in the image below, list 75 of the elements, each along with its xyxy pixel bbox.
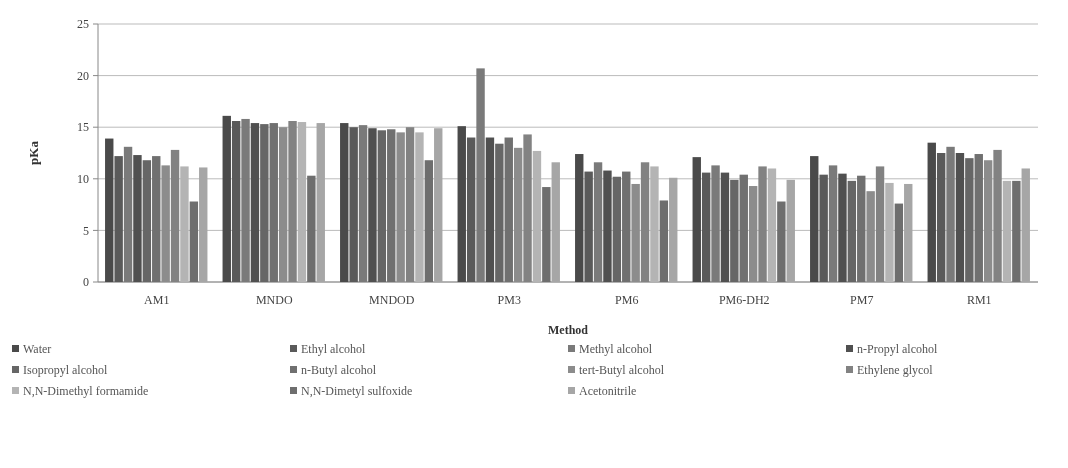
bar xyxy=(368,128,377,282)
bar xyxy=(936,153,946,282)
bar xyxy=(434,128,443,282)
x-tick-label: MNDOD xyxy=(369,293,415,307)
bar xyxy=(575,154,584,282)
bar xyxy=(946,146,955,282)
bar xyxy=(349,127,358,282)
bar xyxy=(819,174,828,282)
legend-label: n-Propyl alcohol xyxy=(857,342,938,356)
legend-label: n-Butyl alcohol xyxy=(301,363,377,377)
y-axis-title: pKa xyxy=(26,140,41,165)
x-tick-label: AM1 xyxy=(144,293,170,307)
legend-label: N,N-Dimethyl formamide xyxy=(23,384,149,398)
legend-label: Ethyl alcohol xyxy=(301,342,366,356)
bar xyxy=(786,179,795,282)
bar xyxy=(123,146,133,282)
bar xyxy=(777,201,786,282)
legend-label: Isopropyl alcohol xyxy=(23,363,108,377)
bar xyxy=(457,126,466,282)
bar xyxy=(711,165,720,282)
bar xyxy=(659,200,669,282)
bar xyxy=(316,123,325,282)
bar xyxy=(955,153,965,282)
bar xyxy=(476,68,485,282)
bar xyxy=(241,118,250,282)
bar xyxy=(133,155,142,282)
bar xyxy=(222,115,231,282)
bar xyxy=(551,162,560,282)
bar xyxy=(1021,168,1030,282)
bar xyxy=(424,160,434,282)
bar xyxy=(692,157,701,282)
bar xyxy=(250,123,260,282)
bar xyxy=(466,137,476,282)
bar xyxy=(189,201,199,282)
x-tick-label: MNDO xyxy=(255,293,293,307)
y-tick-label: 15 xyxy=(77,120,89,135)
bar xyxy=(114,156,123,282)
legend-label: tert-Butyl alcohol xyxy=(579,363,665,377)
bar xyxy=(894,203,904,282)
bar xyxy=(542,187,551,282)
bar xyxy=(810,156,819,282)
bar xyxy=(358,125,368,282)
legend-label: N,N-Dimetyl sulfoxide xyxy=(301,384,413,398)
bar xyxy=(593,162,603,282)
x-tick-label: PM6 xyxy=(615,293,639,307)
x-tick-label: PM6-DH2 xyxy=(718,293,770,307)
legend-label: Acetonitrile xyxy=(579,384,637,398)
bar xyxy=(1012,180,1021,282)
y-tick-label: 20 xyxy=(77,68,89,83)
bar xyxy=(904,183,913,282)
legend-label: Ethylene glycol xyxy=(857,363,934,377)
x-tick-label: PM3 xyxy=(497,293,521,307)
bar xyxy=(231,121,241,282)
legend-label: Methyl alcohol xyxy=(579,342,653,356)
bar xyxy=(307,175,316,282)
x-tick-label: PM7 xyxy=(850,293,874,307)
bar xyxy=(603,170,612,282)
y-tick-label: 25 xyxy=(77,17,89,32)
y-tick-label: 5 xyxy=(83,223,89,238)
x-tick-label: RM1 xyxy=(966,293,992,307)
bar xyxy=(927,142,936,282)
bar xyxy=(720,172,730,282)
x-axis-title: Method xyxy=(548,323,589,337)
y-tick-label: 0 xyxy=(83,275,89,290)
bar xyxy=(828,165,838,282)
legend-label: Water xyxy=(23,342,52,356)
bar xyxy=(105,138,114,282)
y-tick-label: 10 xyxy=(77,172,89,186)
bar xyxy=(701,172,711,282)
bar xyxy=(485,137,495,282)
bar xyxy=(584,171,593,282)
bar xyxy=(199,167,208,282)
bar xyxy=(669,177,678,282)
bar xyxy=(340,123,349,282)
bar xyxy=(838,173,847,282)
